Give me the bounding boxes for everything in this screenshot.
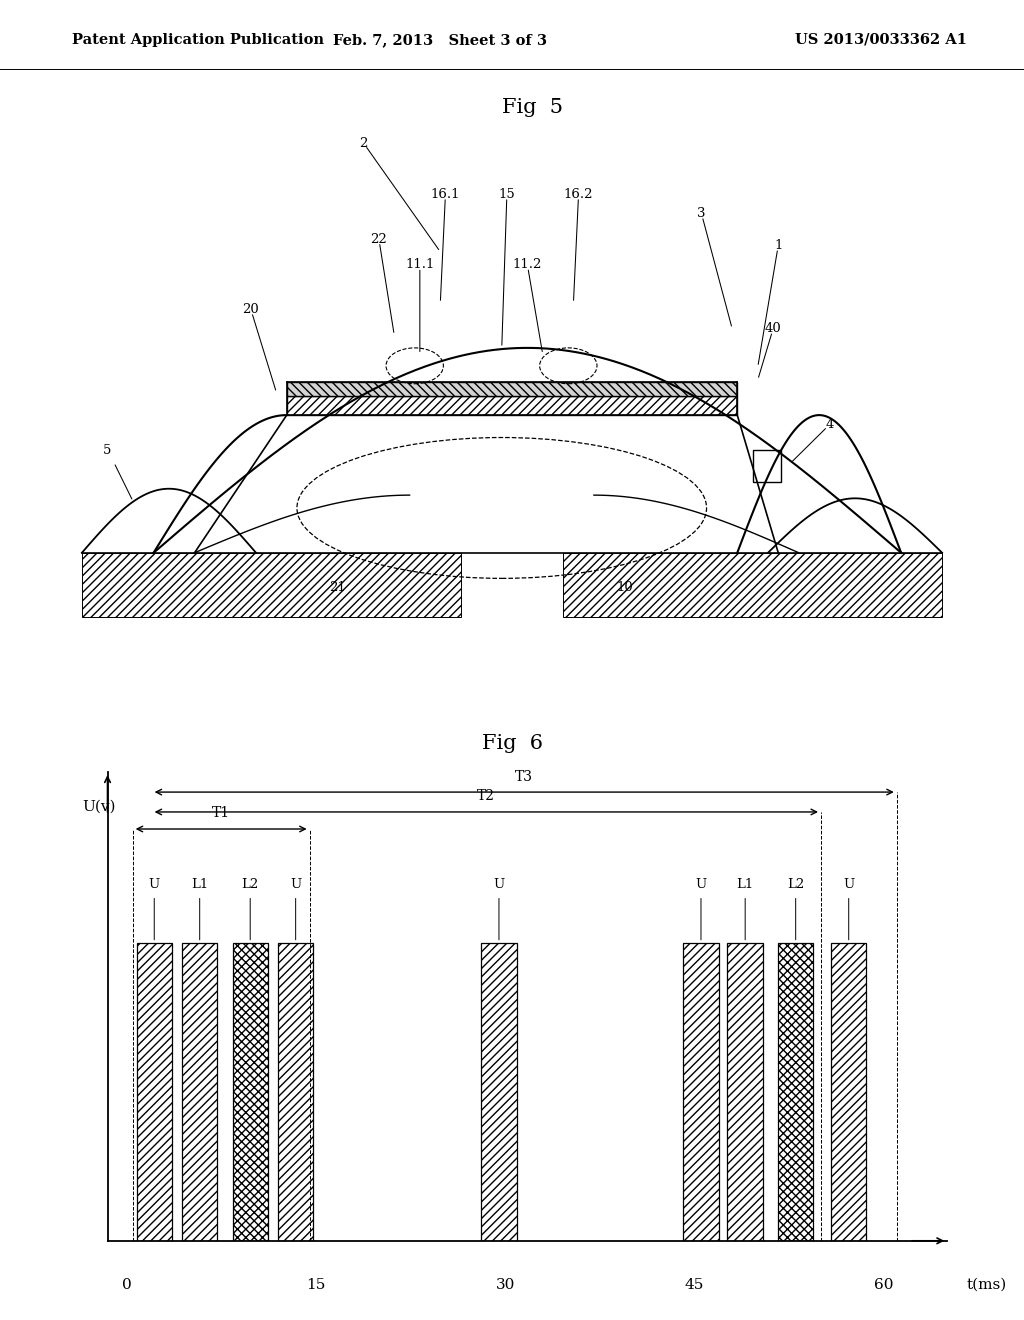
Text: t(ms): t(ms) — [966, 1278, 1007, 1292]
Text: L1: L1 — [191, 879, 208, 940]
Text: 45: 45 — [685, 1278, 705, 1292]
Text: 10: 10 — [616, 582, 633, 594]
Text: T1: T1 — [212, 807, 230, 821]
Text: U: U — [290, 879, 301, 940]
Text: 22: 22 — [371, 232, 387, 246]
Text: L1: L1 — [736, 879, 754, 940]
Text: 4: 4 — [825, 418, 834, 432]
Text: 0: 0 — [122, 1278, 131, 1292]
Text: U: U — [695, 879, 707, 940]
Text: 21: 21 — [330, 582, 346, 594]
Text: U: U — [494, 879, 505, 940]
Text: Fig  5: Fig 5 — [502, 98, 563, 117]
Bar — [136, 942, 172, 1241]
Text: 15: 15 — [306, 1278, 326, 1292]
Text: L2: L2 — [787, 879, 804, 940]
Text: Patent Application Publication: Patent Application Publication — [72, 33, 324, 48]
Text: 3: 3 — [697, 207, 706, 220]
Text: 11.1: 11.1 — [406, 259, 434, 271]
Text: 1: 1 — [774, 239, 782, 252]
Text: 20: 20 — [243, 304, 259, 315]
Polygon shape — [287, 381, 737, 396]
Text: T2: T2 — [477, 789, 496, 804]
Polygon shape — [287, 396, 737, 414]
Text: T3: T3 — [515, 770, 534, 784]
Text: U(v): U(v) — [82, 800, 116, 813]
Bar — [778, 942, 813, 1241]
Text: 16.2: 16.2 — [564, 187, 593, 201]
Bar — [182, 942, 217, 1241]
Text: Fig  6: Fig 6 — [481, 734, 543, 752]
Bar — [278, 942, 313, 1241]
Text: 16.1: 16.1 — [431, 187, 460, 201]
Text: 2: 2 — [359, 136, 368, 149]
Bar — [831, 942, 866, 1241]
Text: U: U — [148, 879, 160, 940]
Bar — [232, 942, 268, 1241]
Text: 40: 40 — [765, 322, 781, 335]
Text: U: U — [843, 879, 854, 940]
Bar — [683, 942, 719, 1241]
Text: 11.2: 11.2 — [513, 259, 542, 271]
Text: US 2013/0033362 A1: US 2013/0033362 A1 — [795, 33, 967, 48]
Bar — [753, 450, 781, 482]
Bar — [481, 942, 517, 1241]
Text: L2: L2 — [242, 879, 259, 940]
Bar — [727, 942, 763, 1241]
Text: 60: 60 — [874, 1278, 894, 1292]
Text: Feb. 7, 2013   Sheet 3 of 3: Feb. 7, 2013 Sheet 3 of 3 — [334, 33, 547, 48]
Text: 30: 30 — [496, 1278, 515, 1292]
Text: 5: 5 — [103, 444, 112, 457]
Text: 15: 15 — [499, 187, 515, 201]
